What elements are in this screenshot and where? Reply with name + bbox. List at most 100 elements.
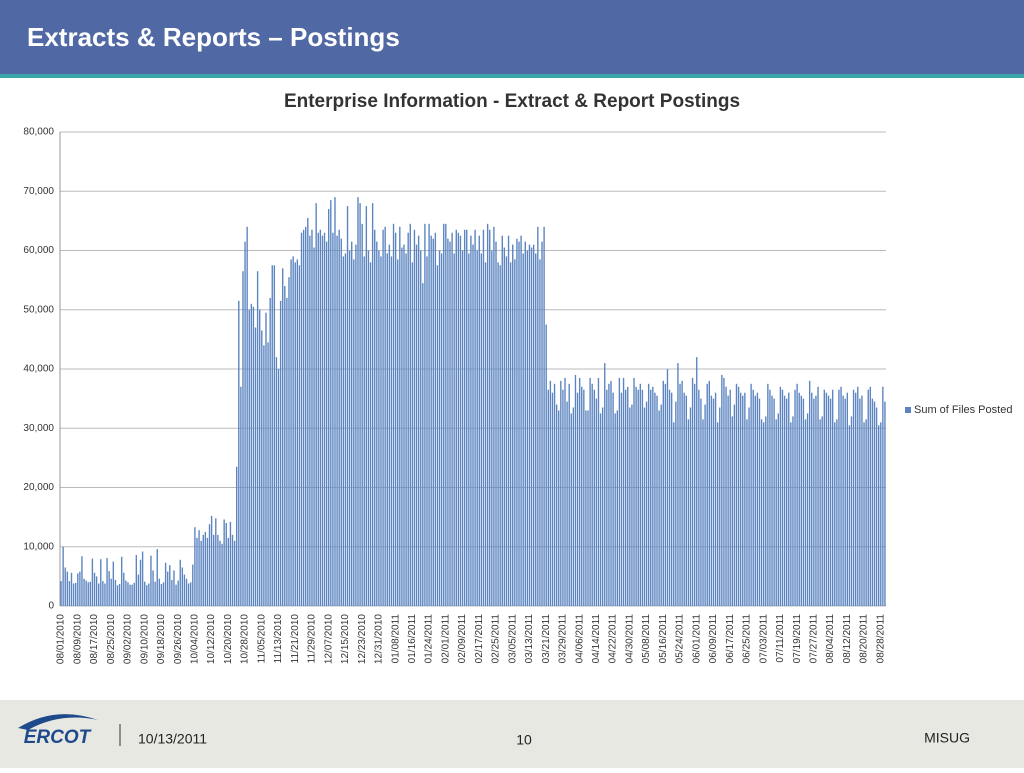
bar xyxy=(269,297,271,606)
bar xyxy=(871,398,874,606)
bar xyxy=(319,229,322,606)
bar xyxy=(315,203,317,606)
bar xyxy=(321,235,324,606)
bar xyxy=(850,416,853,606)
x-tick-label: 02/25/2011 xyxy=(491,614,502,664)
bar xyxy=(160,584,163,606)
bar xyxy=(123,572,125,606)
bar xyxy=(300,232,303,606)
bar xyxy=(572,407,575,606)
bar xyxy=(516,238,518,606)
bar xyxy=(693,383,696,606)
bar xyxy=(562,389,564,606)
bar xyxy=(547,389,549,606)
bar xyxy=(139,559,142,606)
bar xyxy=(87,582,89,606)
bar xyxy=(771,395,773,606)
bar xyxy=(254,327,257,606)
bar xyxy=(154,581,156,606)
bar xyxy=(376,241,378,607)
bar xyxy=(616,410,618,606)
bar xyxy=(229,521,232,606)
bar xyxy=(581,386,583,606)
bar xyxy=(827,395,830,606)
bar xyxy=(420,250,422,606)
bar xyxy=(459,235,462,606)
x-tick-label: 08/25/2010 xyxy=(106,614,117,664)
bar xyxy=(831,389,834,606)
legend-label: Sum of Files Posted xyxy=(914,404,1012,416)
bar xyxy=(641,389,644,606)
bar xyxy=(436,265,439,606)
bar xyxy=(480,253,483,606)
bar xyxy=(568,383,570,606)
bar xyxy=(599,413,602,606)
bar xyxy=(455,229,457,606)
bar xyxy=(493,226,495,607)
bar xyxy=(700,398,702,606)
bar xyxy=(549,380,552,606)
bar xyxy=(645,401,648,606)
bar xyxy=(762,422,765,606)
bar xyxy=(457,232,460,606)
bar xyxy=(522,253,524,606)
bar xyxy=(292,256,294,606)
x-tick-label: 10/12/2010 xyxy=(206,614,217,664)
bar xyxy=(451,232,453,606)
bar xyxy=(386,253,388,606)
bar xyxy=(800,395,802,606)
bar xyxy=(369,262,372,606)
bar xyxy=(532,244,535,606)
bar xyxy=(158,578,161,606)
bar xyxy=(217,534,219,606)
bar xyxy=(294,262,296,606)
page-number: 10 xyxy=(516,732,532,748)
x-tick-label: 04/14/2011 xyxy=(591,614,602,664)
logo-text: ERCOT xyxy=(24,727,92,748)
bar xyxy=(434,232,437,606)
bar xyxy=(612,392,614,606)
bar xyxy=(739,392,742,606)
bar xyxy=(823,389,826,606)
bar xyxy=(647,383,650,606)
x-tick-label: 11/13/2010 xyxy=(273,614,284,664)
bar xyxy=(175,584,177,606)
bar xyxy=(518,241,520,607)
bar xyxy=(135,555,138,606)
bar xyxy=(415,244,418,606)
bar xyxy=(555,404,558,606)
bar xyxy=(463,229,466,606)
bar xyxy=(785,398,788,606)
x-tick-label: 09/18/2010 xyxy=(156,614,167,664)
bar xyxy=(252,306,255,606)
bar xyxy=(601,407,604,606)
bar xyxy=(635,386,637,606)
bar xyxy=(834,422,836,606)
x-tick-label: 03/21/2011 xyxy=(541,614,552,664)
bar xyxy=(501,235,503,606)
bar xyxy=(79,571,81,606)
bar xyxy=(359,203,361,606)
bar xyxy=(120,556,123,606)
bar xyxy=(181,567,184,606)
bar xyxy=(367,250,370,606)
bar xyxy=(342,256,345,606)
bar xyxy=(775,419,777,606)
bar xyxy=(880,422,882,606)
bar xyxy=(702,419,704,606)
bar xyxy=(873,401,876,606)
bar xyxy=(842,395,844,606)
bar xyxy=(133,582,135,606)
bar xyxy=(440,253,443,606)
bar xyxy=(558,410,560,606)
bar xyxy=(430,235,432,606)
bar xyxy=(794,389,796,606)
bar xyxy=(882,386,884,606)
bar xyxy=(399,226,401,607)
bar xyxy=(185,578,188,606)
bar xyxy=(275,357,278,606)
bar xyxy=(733,404,736,606)
slide-title: Extracts & Reports – Postings xyxy=(27,22,400,52)
bar xyxy=(250,303,253,606)
bar xyxy=(729,389,731,606)
